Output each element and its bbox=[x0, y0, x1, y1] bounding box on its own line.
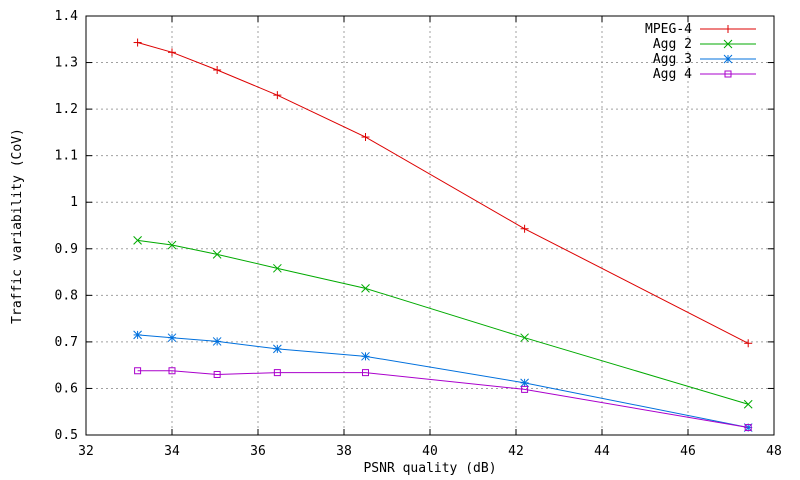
data-point-agg-4 bbox=[273, 369, 281, 377]
series-layer bbox=[133, 38, 753, 432]
series-line-agg-4 bbox=[137, 370, 749, 429]
axis-ticks: 32 34 36 38 40 42 44 46 48 0.5 0.6 0.7 0.8 0.9 1 1.1 1.2… bbox=[55, 9, 782, 459]
y-tick-label: 0.8 bbox=[55, 288, 78, 303]
legend-label: Agg 2 bbox=[653, 37, 692, 52]
legend-marker bbox=[724, 70, 732, 78]
data-point-agg-4 bbox=[213, 370, 221, 378]
data-point-agg-3 bbox=[167, 333, 177, 343]
series-agg-2 bbox=[133, 236, 753, 409]
legend-item-agg-4: Agg 4 bbox=[653, 67, 756, 82]
y-tick-label: 1 bbox=[70, 195, 78, 210]
data-point-agg-4 bbox=[521, 385, 529, 393]
y-axis-label: Traffic variability (CoV) bbox=[10, 128, 25, 324]
legend-label: MPEG-4 bbox=[645, 22, 692, 37]
data-point-agg-3 bbox=[520, 378, 529, 388]
data-point-agg-2 bbox=[212, 250, 222, 259]
legend-marker bbox=[723, 39, 733, 49]
x-tick-label: 32 bbox=[78, 444, 94, 459]
data-point-agg-2 bbox=[272, 263, 282, 273]
legend-label: Agg 4 bbox=[653, 67, 692, 82]
legend-item-mpeg-4: MPEG-4 bbox=[645, 22, 756, 37]
data-point-agg-2 bbox=[133, 236, 142, 245]
y-tick-label: 0.6 bbox=[55, 381, 78, 396]
data-point-agg-3 bbox=[272, 344, 282, 354]
data-point-agg-2 bbox=[520, 333, 529, 343]
y-tick-label: 1.3 bbox=[55, 56, 78, 71]
x-tick-label: 44 bbox=[594, 444, 610, 459]
x-tick-label: 48 bbox=[766, 444, 782, 459]
x-tick-label: 40 bbox=[422, 444, 438, 459]
y-tick-label: 0.5 bbox=[55, 428, 78, 443]
data-point-mpeg-4 bbox=[213, 66, 222, 75]
data-point-agg-3 bbox=[133, 330, 142, 340]
data-point-agg-2 bbox=[743, 399, 753, 409]
legend-item-agg-3: Agg 3 bbox=[653, 52, 756, 67]
data-point-mpeg-4 bbox=[133, 38, 142, 47]
data-point-agg-3 bbox=[361, 351, 370, 361]
y-tick-label: 1.1 bbox=[55, 149, 78, 164]
legend-item-agg-2: Agg 2 bbox=[653, 37, 756, 52]
series-line-agg-2 bbox=[137, 239, 749, 405]
data-point-mpeg-4 bbox=[361, 133, 370, 142]
data-point-agg-2 bbox=[361, 283, 370, 293]
y-tick-label: 1.2 bbox=[55, 102, 78, 117]
data-point-agg-4 bbox=[744, 424, 752, 432]
x-tick-label: 38 bbox=[336, 444, 352, 459]
data-point-mpeg-4 bbox=[273, 91, 282, 100]
data-point-agg-4 bbox=[362, 369, 369, 377]
series-mpeg-4 bbox=[133, 38, 753, 348]
x-tick-label: 34 bbox=[164, 444, 180, 459]
data-point-agg-4 bbox=[168, 367, 176, 375]
x-tick-label: 36 bbox=[250, 444, 266, 459]
y-tick-label: 0.7 bbox=[55, 335, 78, 350]
series-agg-4 bbox=[134, 367, 752, 432]
x-axis-label: PSNR quality (dB) bbox=[363, 461, 496, 476]
series-line-mpeg-4 bbox=[137, 42, 749, 344]
data-point-mpeg-4 bbox=[168, 48, 176, 57]
data-point-mpeg-4 bbox=[744, 339, 753, 348]
legend-marker bbox=[723, 54, 733, 64]
series-agg-3 bbox=[133, 330, 753, 432]
x-tick-label: 46 bbox=[680, 444, 696, 459]
data-point-mpeg-4 bbox=[520, 224, 529, 233]
legend-marker bbox=[724, 25, 732, 33]
y-tick-label: 0.9 bbox=[55, 242, 78, 257]
data-point-agg-2 bbox=[167, 240, 177, 250]
data-point-agg-3 bbox=[212, 337, 222, 346]
data-point-agg-4 bbox=[134, 367, 142, 375]
y-tick-label: 1.4 bbox=[55, 9, 79, 24]
x-tick-label: 42 bbox=[508, 444, 524, 459]
legend-label: Agg 3 bbox=[653, 52, 692, 67]
